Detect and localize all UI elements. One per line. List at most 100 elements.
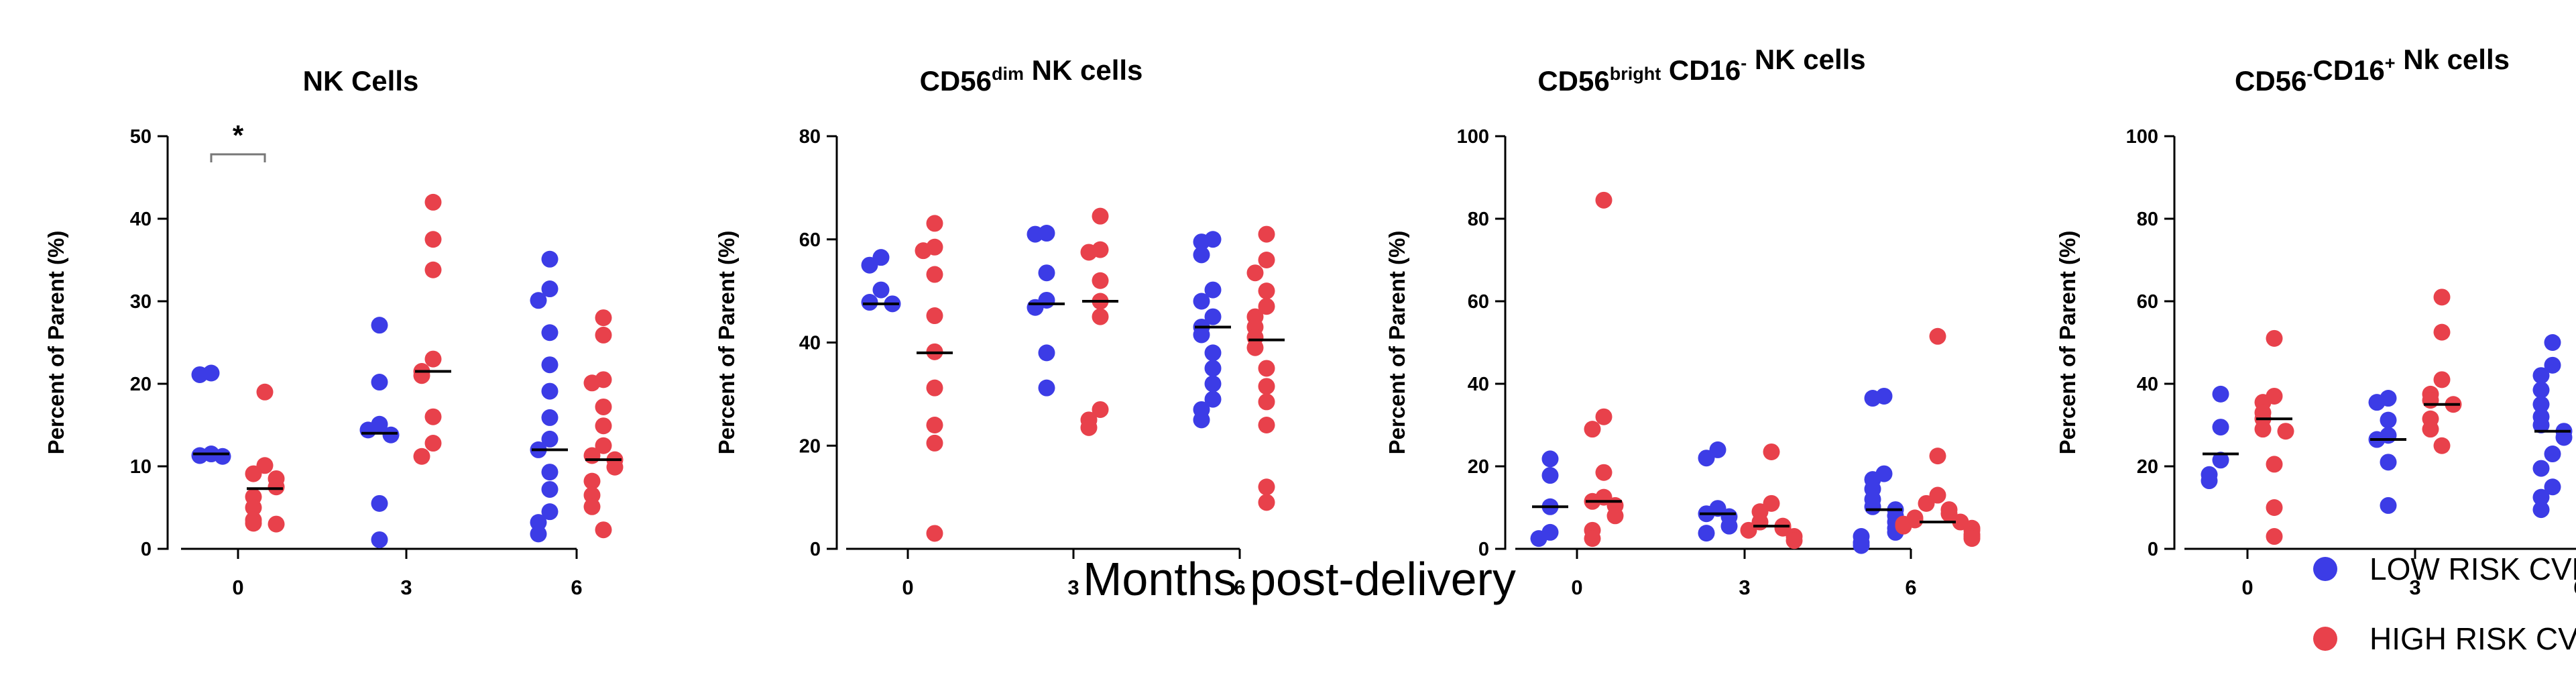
y-tick-label: 30 [130, 291, 152, 313]
y-tick-label: 20 [1468, 456, 1489, 478]
panel-3: CD56bright CD16- NK cells Percent of Pare… [1385, 44, 1981, 599]
data-point [245, 515, 262, 532]
panel-title: CD56dim NK cells [920, 54, 1143, 97]
data-point [915, 242, 932, 260]
data-point [541, 430, 559, 448]
data-point [541, 503, 559, 521]
data-point [541, 480, 559, 498]
data-point [1258, 378, 1275, 395]
x-axis-title: Months post-delivery [1083, 553, 1516, 605]
data-point [1258, 478, 1275, 496]
data-point [2266, 329, 2283, 347]
data-point [1929, 327, 1946, 345]
data-point [1606, 507, 1624, 525]
data-point [268, 478, 285, 496]
data-point [583, 472, 601, 490]
data-point [1595, 408, 1613, 425]
series-low-risk [1530, 387, 1904, 554]
series-high-risk [245, 193, 624, 539]
y-axis-title: Percent of Parent (%) [1385, 231, 1409, 455]
data-point [1204, 344, 1222, 362]
data-point [424, 193, 442, 211]
data-point [191, 366, 209, 383]
data-point [595, 326, 612, 344]
data-point [1258, 417, 1275, 433]
y-tick-label: 60 [799, 229, 821, 251]
data-point [541, 356, 559, 374]
x-tick-label: 6 [571, 576, 582, 599]
x-tick-label: 6 [1905, 576, 1916, 599]
data-point [541, 464, 559, 481]
legend-item-low-risk: LOW RISK CVD [2313, 552, 2576, 586]
data-point [413, 367, 430, 384]
y-axis-title: Percent of Parent (%) [2055, 231, 2080, 455]
x-tick-label: 3 [1739, 576, 1750, 599]
data-point [424, 350, 442, 368]
data-point [1584, 421, 1601, 438]
data-point [1258, 360, 1275, 377]
data-point [2555, 429, 2573, 446]
data-point [2380, 411, 2397, 429]
data-point [1204, 308, 1222, 325]
data-point [371, 317, 388, 334]
y-tick-label: 40 [2137, 374, 2158, 395]
data-point [1038, 379, 1055, 397]
data-point [2277, 423, 2294, 440]
data-point [268, 515, 285, 533]
series-low-risk [191, 250, 568, 548]
data-point [359, 421, 377, 439]
data-point [191, 447, 209, 464]
data-point [1092, 272, 1109, 289]
data-point [1092, 401, 1109, 418]
data-point [2380, 497, 2397, 514]
data-point [1080, 244, 1098, 261]
data-point [1246, 264, 1264, 282]
data-point [1027, 225, 1044, 243]
data-point [2532, 501, 2550, 519]
data-point [541, 382, 559, 400]
panel-title: CD56-CD16+ Nk cells [2235, 44, 2510, 97]
y-tick-label: 60 [1468, 291, 1489, 313]
data-point [926, 434, 943, 452]
data-point [2433, 323, 2451, 341]
data-point [1853, 537, 1870, 554]
legend: LOW RISK CVD HIGH RISK CVD [2313, 552, 2576, 656]
data-point [2433, 371, 2451, 388]
data-point [256, 383, 274, 401]
data-point [595, 417, 612, 435]
data-point [530, 525, 547, 543]
y-tick-label: 80 [799, 126, 821, 148]
data-point [1080, 419, 1098, 436]
series-high-risk [1584, 191, 1981, 550]
panel-title: NK Cells [303, 65, 419, 97]
data-point [1541, 467, 1559, 484]
series-low-risk [2201, 334, 2573, 519]
x-tick-label: 6 [2573, 576, 2576, 599]
data-point [1530, 530, 1547, 547]
panel-4: CD56-CD16+ Nk cells Percent of Parent (%)… [2055, 44, 2576, 599]
data-point [424, 408, 442, 425]
data-point [245, 465, 262, 482]
panel-2: CD56dim NK cells Percent of Parent (%) 0 20… [714, 54, 1285, 599]
data-point [926, 266, 943, 283]
data-point [1092, 207, 1109, 225]
y-tick-label: 20 [2137, 456, 2158, 478]
data-point [371, 374, 388, 391]
y-tick-label: 100 [1457, 126, 1489, 148]
data-point [1258, 393, 1275, 411]
data-point [245, 499, 262, 516]
data-point [1038, 264, 1055, 282]
data-point [1092, 308, 1109, 325]
data-point [1193, 326, 1210, 344]
panel-title: CD56bright CD16- NK cells [1537, 44, 1865, 97]
series-low-risk [861, 225, 1231, 429]
series-high-risk [2254, 289, 2462, 545]
data-point [541, 409, 559, 426]
data-point [371, 531, 388, 548]
legend-marker-high-risk [2313, 627, 2337, 651]
data-point [1698, 450, 1715, 467]
data-point [1763, 443, 1780, 460]
data-point [424, 231, 442, 248]
x-tick-label: 3 [400, 576, 412, 599]
